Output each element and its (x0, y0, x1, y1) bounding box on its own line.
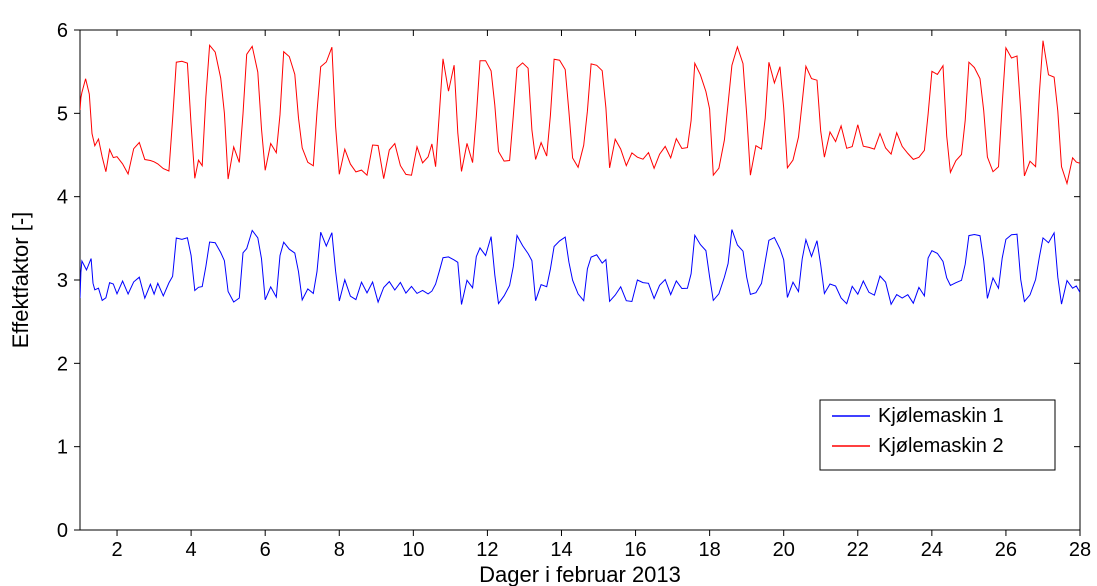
x-tick-label: 4 (186, 539, 197, 561)
x-tick-label: 16 (624, 539, 646, 561)
x-tick-label: 26 (995, 539, 1017, 561)
x-tick-label: 24 (921, 539, 943, 561)
x-tick-label: 8 (334, 539, 345, 561)
x-tick-label: 6 (260, 539, 271, 561)
x-tick-label: 18 (699, 539, 721, 561)
y-tick-label: 6 (57, 20, 68, 42)
chart-container: 2468101214161820222426280123456Dager i f… (0, 0, 1097, 586)
x-axis-label: Dager i februar 2013 (479, 562, 681, 586)
y-tick-label: 0 (57, 520, 68, 542)
x-tick-label: 2 (111, 539, 122, 561)
y-tick-label: 1 (57, 437, 68, 459)
y-tick-label: 4 (57, 187, 68, 209)
series-line-2 (80, 41, 1080, 184)
x-tick-label: 12 (476, 539, 498, 561)
y-tick-label: 3 (57, 270, 68, 292)
legend-label: Kjølemaskin 2 (878, 435, 1004, 457)
y-tick-label: 5 (57, 103, 68, 125)
x-tick-label: 10 (402, 539, 424, 561)
y-tick-label: 2 (57, 353, 68, 375)
x-tick-label: 14 (550, 539, 572, 561)
y-axis-label: Effektfaktor [-] (8, 212, 33, 349)
x-tick-label: 22 (847, 539, 869, 561)
legend-label: Kjølemaskin 1 (878, 405, 1004, 427)
x-tick-label: 28 (1069, 539, 1091, 561)
x-tick-label: 20 (773, 539, 795, 561)
chart-svg: 2468101214161820222426280123456Dager i f… (0, 0, 1097, 586)
series-line-1 (80, 230, 1080, 305)
